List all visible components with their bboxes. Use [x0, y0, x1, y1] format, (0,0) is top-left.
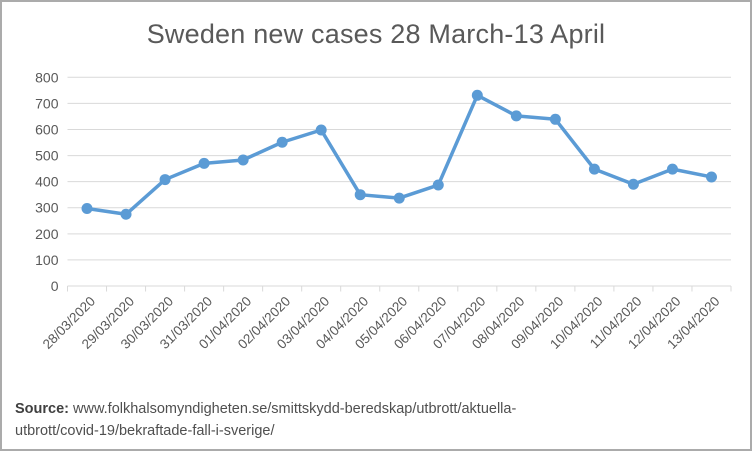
y-axis-label: 800 [35, 69, 59, 85]
y-axis-label: 600 [35, 121, 59, 137]
data-point-marker [237, 154, 249, 166]
data-point-marker [471, 89, 483, 101]
y-axis-label: 100 [35, 252, 59, 268]
data-point-marker [705, 171, 717, 183]
data-point-marker [120, 208, 132, 220]
data-point-marker [393, 192, 405, 204]
data-point-marker [159, 174, 171, 186]
y-axis-label: 0 [51, 278, 59, 294]
data-point-marker [276, 136, 288, 148]
source-url-part2: utbrott/covid-19/bekraftade-fall-i-sveri… [15, 423, 275, 439]
data-point-marker [666, 163, 678, 175]
y-axis-label: 200 [35, 226, 59, 242]
data-point-marker [627, 178, 639, 190]
data-point-marker [510, 110, 522, 122]
data-point-marker [549, 113, 561, 125]
source-label: Source: [15, 401, 69, 417]
data-point-marker [354, 189, 366, 201]
chart-title: Sweden new cases 28 March-13 April [146, 19, 606, 49]
data-point-marker [198, 157, 210, 169]
y-axis-label: 500 [35, 148, 59, 164]
source-text: Source: www.folkhalsomyndigheten.se/smit… [15, 398, 615, 442]
data-point-marker [432, 179, 444, 191]
y-axis-label: 400 [35, 174, 59, 190]
y-axis-label: 700 [35, 95, 59, 111]
data-point-marker [81, 203, 93, 215]
source-line-1: Source: www.folkhalsomyndigheten.se/smit… [15, 401, 516, 417]
source-url-part1: www.folkhalsomyndigheten.se/smittskydd-b… [69, 401, 517, 417]
y-axis-label: 300 [35, 200, 59, 216]
data-point-marker [315, 124, 327, 136]
data-point-marker [588, 163, 600, 175]
